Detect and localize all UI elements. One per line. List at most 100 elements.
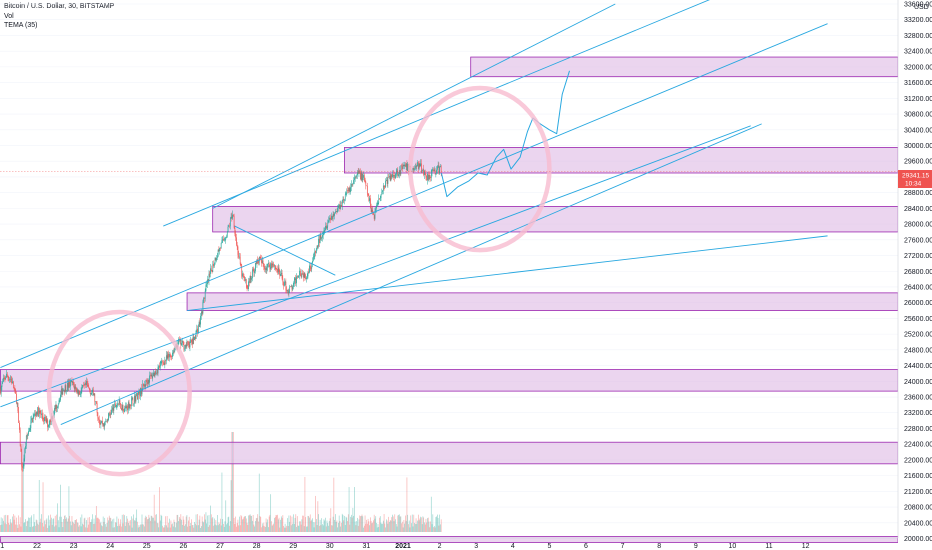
trendline[interactable] bbox=[0, 125, 751, 408]
candle-body bbox=[405, 163, 407, 167]
candle-body bbox=[344, 199, 345, 201]
volume-bar bbox=[232, 432, 233, 532]
volume-bar bbox=[421, 524, 423, 532]
volume-bar bbox=[252, 514, 254, 532]
time-tick-label: 28 bbox=[253, 543, 261, 550]
candle-body bbox=[9, 378, 11, 380]
zone-rectangle[interactable] bbox=[0, 369, 899, 392]
candle-body bbox=[232, 214, 233, 219]
supply-demand-zones[interactable] bbox=[0, 56, 899, 543]
volume-bar bbox=[350, 516, 351, 532]
candle-body bbox=[417, 162, 419, 170]
candle-body bbox=[136, 393, 138, 397]
projection-path[interactable] bbox=[440, 70, 570, 198]
candle-body bbox=[422, 169, 424, 171]
vol-indicator-label[interactable]: Vol bbox=[4, 12, 14, 20]
candle-body bbox=[188, 341, 189, 346]
volume-bar bbox=[290, 525, 292, 532]
candle-body bbox=[292, 286, 294, 290]
volume-bar bbox=[49, 519, 51, 532]
trendline[interactable] bbox=[212, 3, 616, 209]
volume-bar bbox=[292, 523, 294, 532]
candle-body bbox=[342, 199, 344, 201]
volume-bar bbox=[192, 524, 194, 532]
volume-bar bbox=[328, 525, 329, 532]
candle-body bbox=[349, 187, 351, 192]
candle-body bbox=[154, 371, 156, 377]
price-axis[interactable]: 20000.00 20400.00 20800.00 21200.00 21600.00… bbox=[904, 2, 932, 544]
trendline[interactable] bbox=[234, 225, 336, 276]
candle-body bbox=[149, 375, 150, 383]
zone-rectangle[interactable] bbox=[470, 56, 899, 78]
volume-bar bbox=[182, 516, 184, 532]
candle-body bbox=[178, 339, 179, 345]
candle-body bbox=[414, 168, 415, 170]
volume-bar bbox=[396, 526, 398, 532]
trendline[interactable] bbox=[187, 235, 828, 311]
volume-bar bbox=[179, 518, 181, 532]
candle-body bbox=[376, 204, 378, 206]
volume-bar bbox=[174, 521, 176, 532]
candle-body bbox=[378, 198, 380, 203]
candle-body bbox=[403, 164, 405, 167]
candle-body bbox=[360, 172, 361, 180]
candle-body bbox=[121, 408, 122, 411]
volume-bar bbox=[180, 514, 182, 532]
candle-body bbox=[374, 211, 376, 219]
time-axis[interactable]: 2122232425262728293031202123456789101112 bbox=[0, 543, 810, 550]
trendline[interactable] bbox=[60, 123, 762, 425]
volume-bar bbox=[61, 521, 63, 532]
volume-bar bbox=[57, 520, 59, 532]
candle-body bbox=[387, 176, 389, 184]
price-tick-label: 28400.00 bbox=[904, 206, 932, 213]
candle-body bbox=[227, 226, 229, 233]
price-tick-label: 29600.00 bbox=[904, 159, 932, 166]
zone-rectangle[interactable] bbox=[344, 147, 899, 174]
volume-bar bbox=[361, 514, 363, 532]
zone-rectangle[interactable] bbox=[0, 536, 899, 543]
volume-bar bbox=[287, 518, 288, 532]
candle-body bbox=[293, 280, 295, 283]
highlight-circle[interactable] bbox=[46, 309, 192, 477]
candle-body bbox=[75, 386, 77, 388]
candle-body bbox=[277, 269, 278, 273]
volume-bar bbox=[430, 496, 432, 532]
candle-body bbox=[358, 170, 360, 174]
volume-bar bbox=[330, 508, 332, 532]
highlight-circles[interactable] bbox=[46, 85, 552, 477]
tema-indicator-label[interactable]: TEMA (35) bbox=[4, 22, 38, 29]
trendline[interactable] bbox=[163, 0, 813, 227]
volume-bar bbox=[280, 519, 281, 532]
projection-line[interactable] bbox=[440, 70, 570, 198]
volume-bar bbox=[270, 494, 272, 532]
candle-body bbox=[412, 168, 414, 170]
candle-body bbox=[341, 200, 343, 207]
volume-bar bbox=[374, 518, 376, 532]
candle-body bbox=[316, 245, 318, 249]
volume-bar bbox=[327, 523, 329, 532]
price-tick-label: 31600.00 bbox=[904, 80, 932, 87]
candle-body bbox=[229, 225, 230, 227]
highlight-circle[interactable] bbox=[408, 85, 552, 253]
zone-rectangle[interactable] bbox=[186, 292, 899, 311]
volume-bar bbox=[370, 517, 371, 532]
volume-bar bbox=[389, 521, 390, 532]
candle-body bbox=[406, 163, 408, 172]
volume-bar bbox=[70, 521, 71, 532]
volume-bar bbox=[176, 514, 178, 532]
candle-body bbox=[315, 250, 316, 253]
candle-body bbox=[105, 421, 106, 423]
time-tick-label: 31 bbox=[363, 543, 371, 550]
volume-bar bbox=[105, 526, 107, 532]
volume-bar bbox=[258, 521, 259, 532]
zone-rectangle[interactable] bbox=[0, 441, 899, 465]
price-tick-label: 25600.00 bbox=[904, 316, 932, 323]
candle-body bbox=[366, 185, 367, 187]
candle-body bbox=[93, 393, 95, 396]
candle-body bbox=[121, 405, 123, 411]
volume-bar bbox=[62, 527, 64, 532]
zone-rectangle[interactable] bbox=[212, 206, 899, 233]
volume-bar bbox=[326, 520, 328, 532]
trendlines[interactable] bbox=[0, 0, 828, 425]
